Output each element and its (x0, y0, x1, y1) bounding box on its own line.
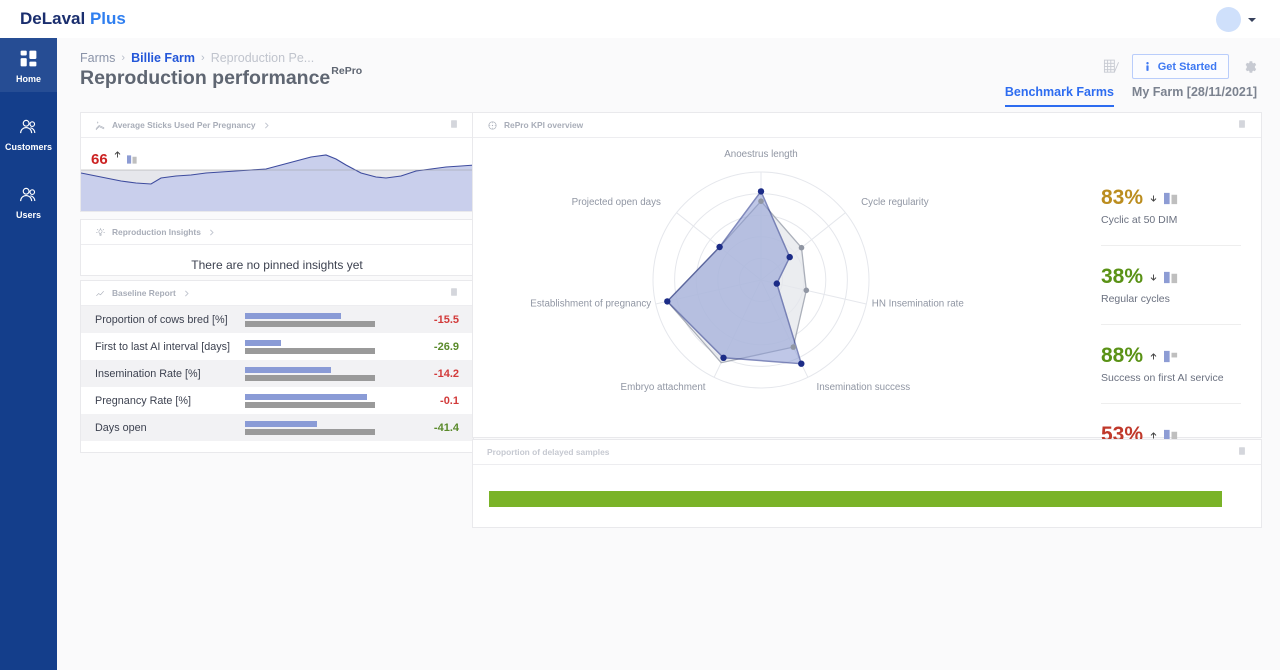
svg-text:Embryo attachment: Embryo attachment (621, 382, 706, 393)
svg-text:Insemination success: Insemination success (817, 382, 911, 393)
svg-text:HN Insemination rate: HN Insemination rate (872, 299, 965, 310)
svg-text:Projected open days: Projected open days (572, 197, 661, 208)
svg-text:Cycle regularity: Cycle regularity (861, 197, 929, 208)
svg-text:Anoestrus length: Anoestrus length (724, 149, 798, 160)
svg-text:Establishment of pregnancy: Establishment of pregnancy (531, 299, 651, 310)
